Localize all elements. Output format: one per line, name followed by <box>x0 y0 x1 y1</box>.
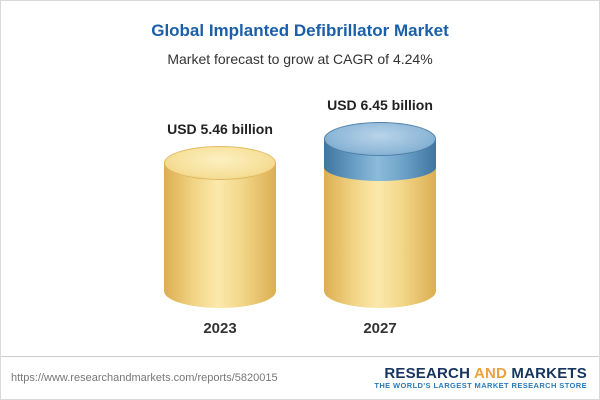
value-label-2027: USD 6.45 billion <box>327 97 433 113</box>
cylinder-top-ellipse <box>164 146 276 180</box>
logo-wordmark: RESEARCH AND MARKETS <box>374 365 587 382</box>
cylinder-body <box>324 162 436 308</box>
research-and-markets-logo: RESEARCH AND MARKETS THE WORLD'S LARGEST… <box>374 365 587 391</box>
logo-word-and: AND <box>473 365 508 383</box>
cylinder-2027 <box>324 122 436 308</box>
year-label-2023: 2023 <box>203 320 237 337</box>
cylinder-bar-chart: USD 5.46 billion 2023 USD 6.45 billion 2… <box>1 97 599 337</box>
cylinder-top-ellipse-growth <box>324 122 436 156</box>
value-label-2023: USD 5.46 billion <box>167 121 273 137</box>
year-label-2027: 2027 <box>363 320 397 337</box>
report-url-link[interactable]: https://www.researchandmarkets.com/repor… <box>11 372 278 384</box>
chart-subtitle: Market forecast to grow at CAGR of 4.24% <box>167 51 433 67</box>
bar-group-2023: USD 5.46 billion 2023 <box>164 121 276 337</box>
bar-group-2027: USD 6.45 billion 2027 <box>324 97 436 337</box>
footer: https://www.researchandmarkets.com/repor… <box>1 356 599 399</box>
logo-word-research: RESEARCH <box>384 365 471 383</box>
chart-header: Global Implanted Defibrillator Market Ma… <box>1 1 599 67</box>
logo-word-markets: MARKETS <box>511 365 587 383</box>
logo-tagline: THE WORLD'S LARGEST MARKET RESEARCH STOR… <box>374 381 587 391</box>
chart-title: Global Implanted Defibrillator Market <box>151 21 449 40</box>
cylinder-2023 <box>164 146 276 308</box>
cylinder-body <box>164 163 276 308</box>
